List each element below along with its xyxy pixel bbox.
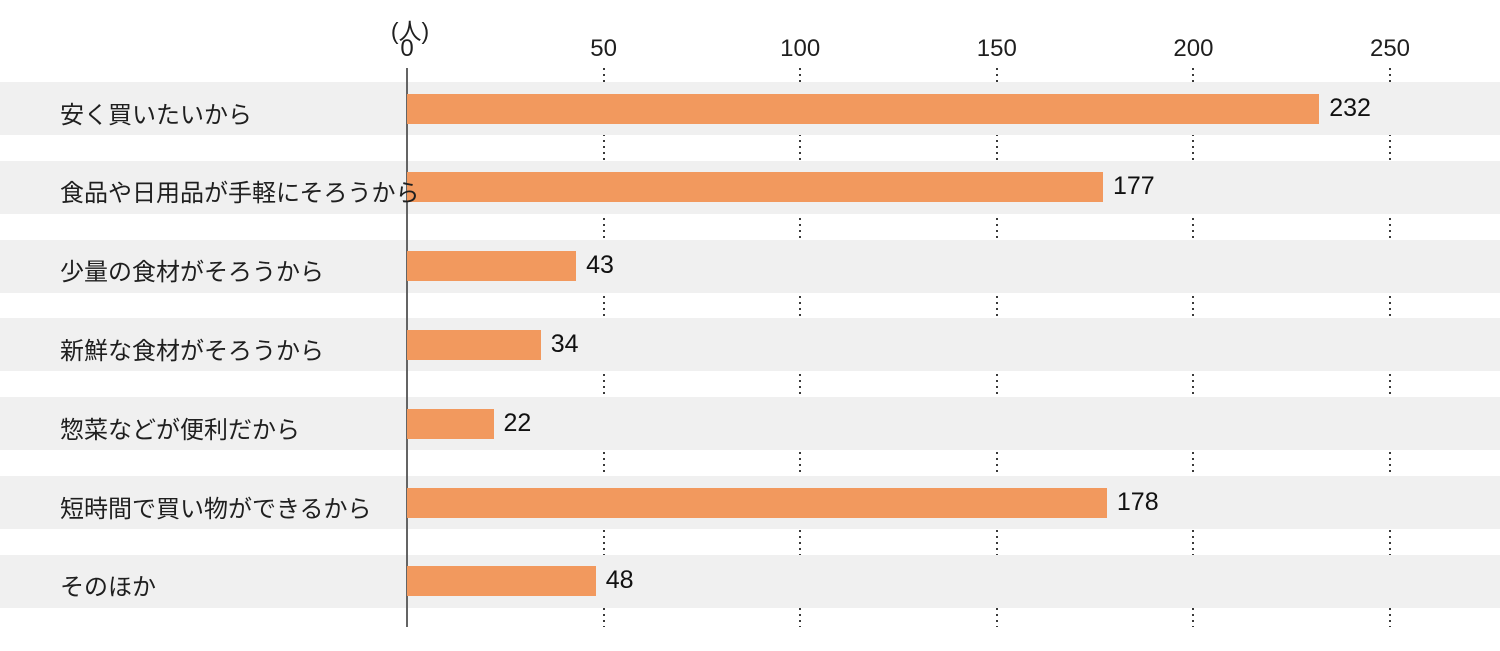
- bar: [407, 566, 596, 597]
- x-axis-tick-label: 100: [780, 35, 821, 62]
- bar: [407, 329, 541, 360]
- value-label: 232: [1329, 93, 1371, 122]
- category-row-band: [0, 397, 1500, 451]
- category-row-band: [0, 239, 1500, 293]
- value-label: 177: [1112, 172, 1155, 201]
- x-axis-tick-label: 0: [400, 35, 414, 62]
- axis-unit-label: (人): [390, 18, 430, 44]
- bar: [407, 251, 577, 282]
- category-label: 惣菜などが便利だから: [60, 416, 300, 444]
- x-axis-tick-label: 250: [1369, 35, 1411, 62]
- bar: [407, 172, 1103, 203]
- value-label: 43: [586, 251, 614, 280]
- category-label: 安く買いたいから: [60, 101, 252, 129]
- bar: [407, 408, 494, 439]
- value-label: 22: [503, 408, 532, 437]
- x-axis-tick-label: 150: [976, 35, 1017, 62]
- value-label: 178: [1116, 487, 1159, 516]
- category-label: 食品や日用品が手軽にそろうから: [60, 180, 420, 208]
- value-label: 48: [605, 566, 634, 595]
- value-label: 34: [550, 329, 579, 358]
- category-label: そのほか: [60, 574, 156, 602]
- x-axis-tick-label: 50: [590, 35, 617, 62]
- category-label: 新鮮な食材がそろうから: [60, 337, 324, 365]
- category-row-band: [0, 554, 1500, 608]
- category-label: 短時間で買い物ができるから: [60, 495, 372, 523]
- bar: [407, 93, 1320, 124]
- bar: [407, 487, 1107, 518]
- category-label: 少量の食材がそろうから: [60, 259, 324, 287]
- category-row-band: [0, 318, 1500, 372]
- x-axis-tick-label: 200: [1173, 35, 1214, 62]
